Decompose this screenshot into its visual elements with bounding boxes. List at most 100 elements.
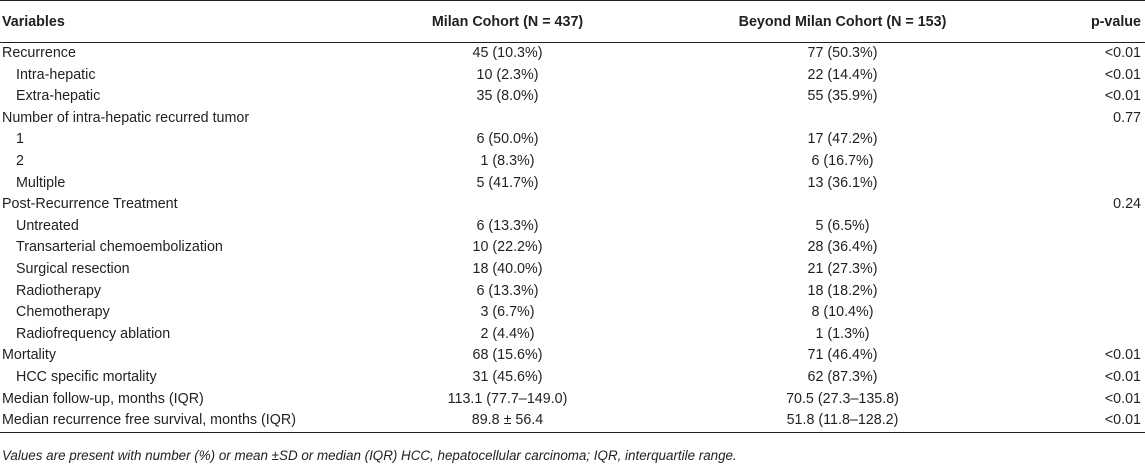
table-row: Recurrence 45 (10.3%) 77 (50.3%) <0.01 [0,43,1145,65]
cell-beyond-milan: 71 (46.4%) [807,347,878,364]
cell-variable: 2 [16,152,24,169]
cell-milan: 68 (15.6%) [472,347,543,364]
cell-p-value: <0.01 [1104,347,1141,364]
table-footnote: Values are present with number (%) or me… [2,448,737,463]
cell-beyond-milan: 18 (18.2%) [807,282,878,299]
table-row: 2 1 (8.3%) 6 (16.7%) [0,151,1145,173]
table-row: Surgical resection 18 (40.0%) 21 (27.3%) [0,259,1145,281]
table-body: Recurrence 45 (10.3%) 77 (50.3%) <0.01 Intra… [0,43,1145,433]
cell-milan: 6 (50.0%) [476,131,539,148]
cell-p-value [1015,216,1145,238]
cell-variable: Mortality [2,347,57,364]
cell-p-value [1015,173,1145,195]
cell-beyond-milan: 8 (10.4%) [811,304,874,321]
table-row: 1 6 (50.0%) 17 (47.2%) [0,129,1145,151]
cell-p-value: <0.01 [1104,88,1141,105]
cell-beyond-milan: 5 (6.5%) [815,217,870,234]
cell-variable: Median recurrence free survival, months … [0,410,345,433]
cell-variable: Median follow-up, months (IQR) [2,390,204,407]
cell-p-value: <0.01 [1104,368,1141,385]
table-row: Median follow-up, months (IQR) 113.1 (77.… [0,389,1145,411]
cell-variable: Surgical resection [16,260,130,277]
table-row: HCC specific mortality 31 (45.6%) 62 (87.3… [0,367,1145,389]
results-table: Variables Milan Cohort (N = 437) Beyond … [0,0,1145,433]
cell-milan: 10 (22.2%) [472,239,543,256]
cell-variable: Recurrence [2,45,76,61]
cell-variable: Radiofrequency ablation [16,325,171,342]
cell-variable: Untreated [16,217,79,234]
cell-beyond-milan [670,194,1015,216]
cell-p-value [1015,324,1145,346]
table-row: Number of intra-hepatic recurred tumor 0.… [0,108,1145,130]
table-row: Median recurrence free survival, months … [0,410,1145,433]
cell-variable: Radiotherapy [16,282,102,299]
cell-beyond-milan: 70.5 (27.3–135.8) [786,390,899,407]
cell-milan: 10 (2.3%) [476,66,539,83]
cell-milan: 113.1 (77.7–149.0) [447,390,568,407]
cell-p-value: <0.01 [1104,66,1141,83]
cell-p-value: 0.77 [1113,109,1141,126]
cell-milan: 5 (41.7%) [476,174,539,191]
table-row: Mortality 68 (15.6%) 71 (46.4%) <0.01 [0,345,1145,367]
cell-variable: Chemotherapy [16,304,110,321]
table-row: Multiple 5 (41.7%) 13 (36.1%) [0,173,1145,195]
table-row: Post-Recurrence Treatment 0.24 [0,194,1145,216]
cell-variable: HCC specific mortality [16,368,157,385]
table-row: Extra-hepatic 35 (8.0%) 55 (35.9%) <0.01 [0,86,1145,108]
cell-p-value: <0.01 [1104,45,1141,61]
header-row: Variables Milan Cohort (N = 437) Beyond … [0,0,1145,43]
header-milan-cohort: Milan Cohort (N = 437) [345,0,670,43]
cell-p-value [1015,129,1145,151]
cell-variable: Multiple [16,174,66,191]
cell-variable: Extra-hepatic [16,88,101,105]
cell-milan: 6 (13.3%) [476,282,539,299]
cell-variable: Number of intra-hepatic recurred tumor [2,109,250,126]
cell-variable: Intra-hepatic [16,66,96,83]
cell-milan [345,108,670,130]
cell-p-value: <0.01 [1104,390,1141,407]
cell-beyond-milan: 77 (50.3%) [807,45,878,61]
cell-p-value [1015,302,1145,324]
cell-p-value: <0.01 [1015,410,1145,433]
header-variables: Variables [0,0,345,43]
cell-milan: 6 (13.3%) [476,217,539,234]
cell-variable: 1 [16,131,24,148]
cell-milan: 2 (4.4%) [480,325,535,342]
cell-milan: 1 (8.3%) [480,152,535,169]
cell-beyond-milan: 6 (16.7%) [811,152,874,169]
cell-p-value [1015,237,1145,259]
table-row: Radiotherapy 6 (13.3%) 18 (18.2%) [0,281,1145,303]
cell-milan [345,194,670,216]
cell-p-value [1015,281,1145,303]
table-row: Untreated 6 (13.3%) 5 (6.5%) [0,216,1145,238]
table-row: Radiofrequency ablation 2 (4.4%) 1 (1.3%) [0,324,1145,346]
cell-beyond-milan: 62 (87.3%) [807,368,878,385]
cell-beyond-milan: 1 (1.3%) [815,325,870,342]
cell-milan: 18 (40.0%) [472,260,543,277]
header-p-value: p-value [1015,0,1145,43]
cell-milan: 3 (6.7%) [480,304,535,321]
cell-beyond-milan: 55 (35.9%) [807,88,878,105]
cell-milan: 89.8 ± 56.4 [345,410,670,433]
cell-variable: Transarterial chemoembolization [16,239,223,256]
cell-p-value [1015,151,1145,173]
cell-beyond-milan: 51.8 (11.8–128.2) [670,410,1015,433]
cell-beyond-milan: 13 (36.1%) [807,174,878,191]
cell-beyond-milan: 22 (14.4%) [807,66,878,83]
table-row: Intra-hepatic 10 (2.3%) 22 (14.4%) <0.01 [0,65,1145,87]
cell-beyond-milan: 17 (47.2%) [807,131,878,148]
table-row: Transarterial chemoembolization 10 (22.2%… [0,237,1145,259]
cell-beyond-milan: 21 (27.3%) [807,260,878,277]
header-beyond-milan-cohort: Beyond Milan Cohort (N = 153) [670,0,1015,43]
cell-milan: 31 (45.6%) [472,368,543,385]
table-row: Chemotherapy 3 (6.7%) 8 (10.4%) [0,302,1145,324]
cell-milan: 35 (8.0%) [476,88,539,105]
cell-beyond-milan [670,108,1015,130]
cell-variable: Post-Recurrence Treatment [2,196,178,213]
cell-beyond-milan: 28 (36.4%) [807,239,878,256]
table-header: Variables Milan Cohort (N = 437) Beyond … [0,0,1145,43]
cell-p-value [1015,259,1145,281]
cell-milan: 45 (10.3%) [472,45,543,61]
cell-p-value: 0.24 [1113,196,1141,213]
